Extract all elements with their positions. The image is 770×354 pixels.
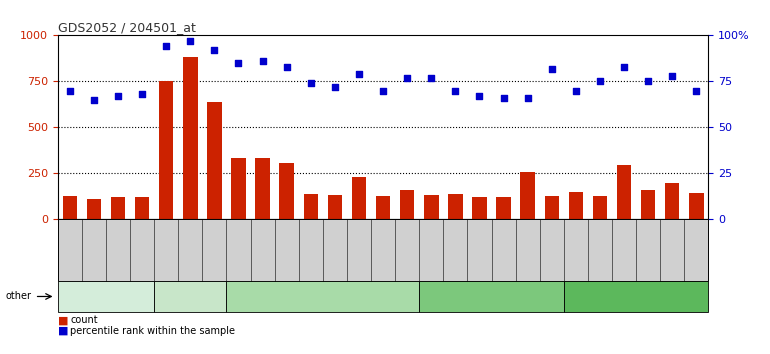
Text: GSM109837: GSM109837 bbox=[499, 223, 508, 273]
Point bbox=[449, 88, 461, 93]
Bar bbox=[352, 177, 367, 219]
Text: other: other bbox=[5, 291, 32, 302]
Text: GSM109836: GSM109836 bbox=[475, 223, 484, 273]
Bar bbox=[521, 172, 535, 219]
Text: GSM109835: GSM109835 bbox=[451, 223, 460, 273]
Point bbox=[690, 88, 702, 93]
Point bbox=[377, 88, 389, 93]
Text: GSM109839: GSM109839 bbox=[547, 223, 556, 273]
Text: GSM109830: GSM109830 bbox=[379, 223, 387, 273]
Point bbox=[208, 47, 220, 53]
Text: GSM109834: GSM109834 bbox=[427, 223, 436, 273]
Bar bbox=[641, 190, 655, 219]
Text: late secretory phase: late secretory phase bbox=[445, 292, 538, 301]
Text: GSM109824: GSM109824 bbox=[234, 223, 243, 273]
Point bbox=[666, 73, 678, 79]
Text: GSM109833: GSM109833 bbox=[668, 223, 677, 273]
Point bbox=[280, 64, 293, 69]
Bar bbox=[400, 190, 414, 219]
Bar bbox=[328, 195, 342, 219]
Bar bbox=[689, 193, 704, 219]
Bar bbox=[424, 195, 438, 219]
Point bbox=[305, 80, 317, 86]
Bar bbox=[376, 195, 390, 219]
Bar bbox=[448, 194, 463, 219]
Text: GSM109814: GSM109814 bbox=[65, 223, 74, 273]
Point bbox=[329, 84, 341, 90]
Point bbox=[184, 38, 196, 44]
Text: mid secretory phase: mid secretory phase bbox=[276, 292, 369, 301]
Text: GSM109821: GSM109821 bbox=[186, 223, 195, 273]
Text: early secretory
phase: early secretory phase bbox=[156, 287, 225, 306]
Point bbox=[546, 66, 558, 72]
Bar bbox=[159, 81, 173, 219]
Bar bbox=[62, 195, 77, 219]
Bar bbox=[111, 198, 126, 219]
Text: percentile rank within the sample: percentile rank within the sample bbox=[70, 326, 235, 336]
Text: GSM109831: GSM109831 bbox=[403, 223, 412, 273]
Bar bbox=[87, 199, 101, 219]
Bar bbox=[256, 158, 270, 219]
Text: GSM109838: GSM109838 bbox=[523, 223, 532, 273]
Text: GSM109828: GSM109828 bbox=[330, 223, 340, 273]
Text: ■: ■ bbox=[58, 326, 69, 336]
Point bbox=[353, 71, 365, 77]
Bar bbox=[207, 102, 222, 219]
Bar bbox=[472, 198, 487, 219]
Bar bbox=[280, 163, 294, 219]
Point bbox=[474, 93, 486, 99]
Bar bbox=[568, 192, 583, 219]
Point bbox=[425, 75, 437, 81]
Text: GDS2052 / 204501_at: GDS2052 / 204501_at bbox=[58, 21, 196, 34]
Bar bbox=[183, 57, 198, 219]
Text: GSM109815: GSM109815 bbox=[89, 223, 99, 273]
Bar bbox=[135, 198, 149, 219]
Point bbox=[594, 79, 606, 84]
Text: GSM109816: GSM109816 bbox=[113, 223, 122, 273]
Point bbox=[497, 95, 510, 101]
Bar bbox=[593, 195, 608, 219]
Bar bbox=[303, 194, 318, 219]
Point bbox=[136, 91, 149, 97]
Point bbox=[256, 58, 269, 64]
Text: ambiguous phase: ambiguous phase bbox=[596, 292, 676, 301]
Point bbox=[570, 88, 582, 93]
Text: GSM109832: GSM109832 bbox=[644, 223, 653, 273]
Text: GSM109826: GSM109826 bbox=[282, 223, 291, 273]
Bar bbox=[665, 183, 679, 219]
Point bbox=[618, 64, 630, 69]
Text: GSM109823: GSM109823 bbox=[620, 223, 628, 273]
Point bbox=[233, 60, 245, 66]
Bar bbox=[497, 198, 511, 219]
Bar bbox=[544, 195, 559, 219]
Text: GSM109817: GSM109817 bbox=[138, 223, 146, 273]
Text: count: count bbox=[70, 315, 98, 325]
Text: GSM109822: GSM109822 bbox=[210, 223, 219, 273]
Text: GSM109825: GSM109825 bbox=[258, 223, 267, 273]
Text: GSM109818: GSM109818 bbox=[571, 223, 581, 273]
Bar bbox=[231, 158, 246, 219]
Text: GSM109820: GSM109820 bbox=[162, 223, 171, 273]
Text: GSM109827: GSM109827 bbox=[306, 223, 315, 273]
Bar bbox=[617, 165, 631, 219]
Text: ■: ■ bbox=[58, 315, 69, 325]
Text: GSM109819: GSM109819 bbox=[595, 223, 604, 273]
Text: GSM109840: GSM109840 bbox=[692, 223, 701, 273]
Point bbox=[88, 97, 100, 103]
Point bbox=[642, 79, 654, 84]
Text: GSM109829: GSM109829 bbox=[354, 223, 363, 273]
Point bbox=[160, 44, 172, 49]
Point bbox=[112, 93, 124, 99]
Point bbox=[521, 95, 534, 101]
Point bbox=[64, 88, 76, 93]
Point bbox=[401, 75, 413, 81]
Text: proliferative phase: proliferative phase bbox=[63, 292, 149, 301]
